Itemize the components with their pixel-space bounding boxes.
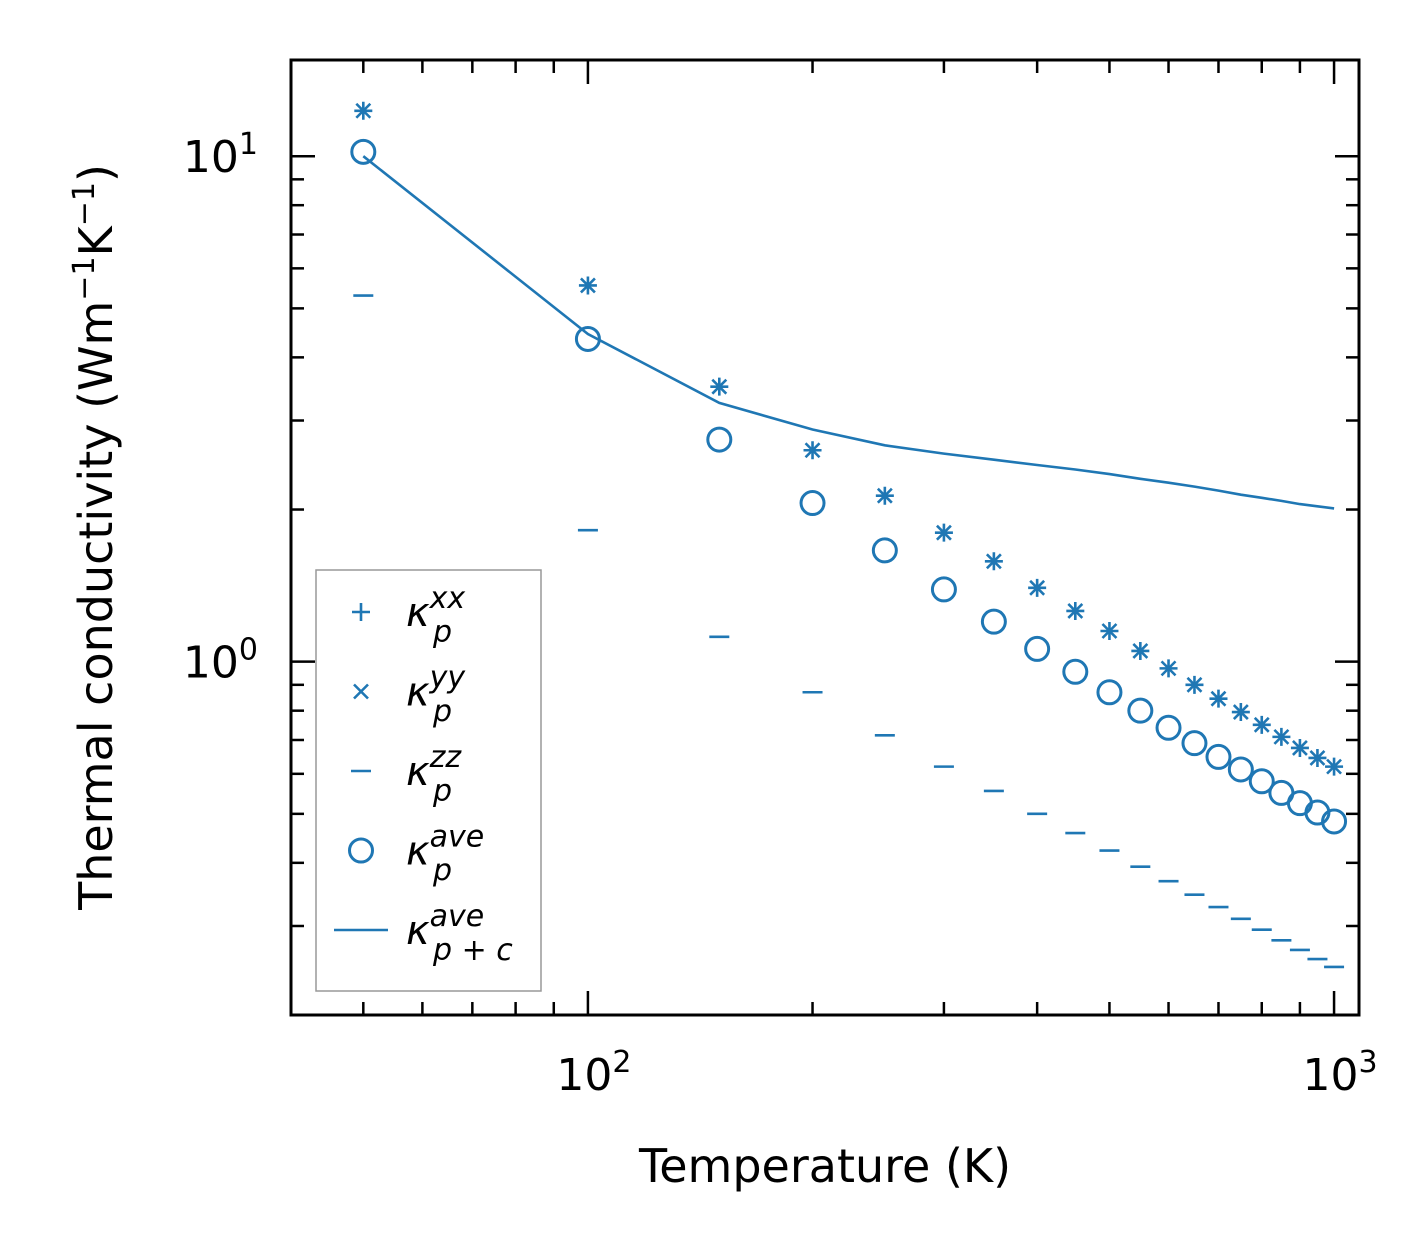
x-tick-label: 103 — [1303, 1045, 1378, 1101]
series-line — [362, 155, 1335, 510]
legend-label: κave p + c — [406, 899, 513, 968]
data-point — [930, 576, 957, 603]
data-point — [1029, 579, 1046, 596]
data-point — [1096, 679, 1123, 706]
legend-entry: κyy p — [353, 661, 466, 730]
legend-entry: κave p + c — [334, 899, 513, 968]
data-point — [1101, 623, 1118, 639]
data-point — [1321, 808, 1348, 835]
plot-frame — [289, 58, 1361, 1017]
legend-box — [315, 569, 542, 992]
axis-ticks — [289, 60, 1359, 1017]
y-axis-label: Thermal conductivity (Wm−1K−1) — [67, 164, 123, 911]
data-point — [1155, 714, 1182, 741]
legend: κxx p κyy p κzz p κave p κave p + c — [315, 569, 542, 992]
data-point — [1286, 790, 1313, 817]
data-point — [1067, 603, 1084, 619]
data-point — [1273, 728, 1290, 745]
data-point — [580, 277, 596, 294]
legend-marker — [353, 683, 369, 700]
legend-marker — [348, 837, 374, 864]
legend-label: κyy p — [406, 661, 466, 730]
data-point — [1024, 635, 1051, 662]
data-point — [1062, 658, 1089, 685]
legend-label: κzz p — [406, 740, 462, 809]
data-point — [355, 102, 372, 119]
series-kappa_p_zz — [353, 294, 1345, 969]
series-kappa_p_yy — [355, 102, 1342, 775]
data-point — [1127, 697, 1154, 724]
data-point — [799, 490, 826, 517]
data-point — [871, 537, 898, 564]
legend-marker — [352, 603, 370, 621]
data-point — [1326, 758, 1342, 775]
series-kappa_p_ave — [350, 138, 1348, 835]
data-point — [936, 524, 952, 541]
data-point — [1132, 643, 1149, 659]
y-tick-label: 100 — [183, 633, 258, 689]
legend-label: κxx p — [406, 581, 465, 650]
x-tick-label: 102 — [556, 1045, 631, 1101]
data-point — [1227, 756, 1254, 783]
data-point — [1210, 690, 1227, 707]
data-point — [1160, 660, 1177, 677]
tick-labels: 102 103 100 101 — [183, 127, 1378, 1101]
data-point — [985, 553, 1002, 570]
data-point — [350, 138, 377, 165]
legend-entry: κzz p — [351, 740, 462, 809]
data-point — [1253, 716, 1270, 733]
data-point — [1232, 704, 1249, 720]
legend-entry: κave p — [348, 820, 484, 889]
legend-label: κave p — [406, 820, 484, 889]
data-point — [804, 442, 821, 459]
data-point — [706, 426, 733, 453]
data-point — [1248, 768, 1275, 795]
x-axis-label: Temperature (K) — [638, 1139, 1011, 1193]
legend-entry: κxx p — [352, 581, 465, 650]
series-kappa_p+c_ave — [362, 155, 1335, 510]
data-point — [1181, 730, 1208, 757]
data-point — [1205, 743, 1232, 770]
data-point — [876, 487, 893, 504]
data-point — [711, 378, 728, 395]
legend-entries: κxx p κyy p κzz p κave p κave p + c — [334, 581, 513, 968]
data-point — [1309, 750, 1326, 766]
y-tick-label: 101 — [183, 127, 258, 183]
data-point — [980, 608, 1007, 635]
data-point — [1292, 740, 1308, 756]
data-point — [1186, 676, 1203, 693]
data-layer — [350, 101, 1348, 969]
